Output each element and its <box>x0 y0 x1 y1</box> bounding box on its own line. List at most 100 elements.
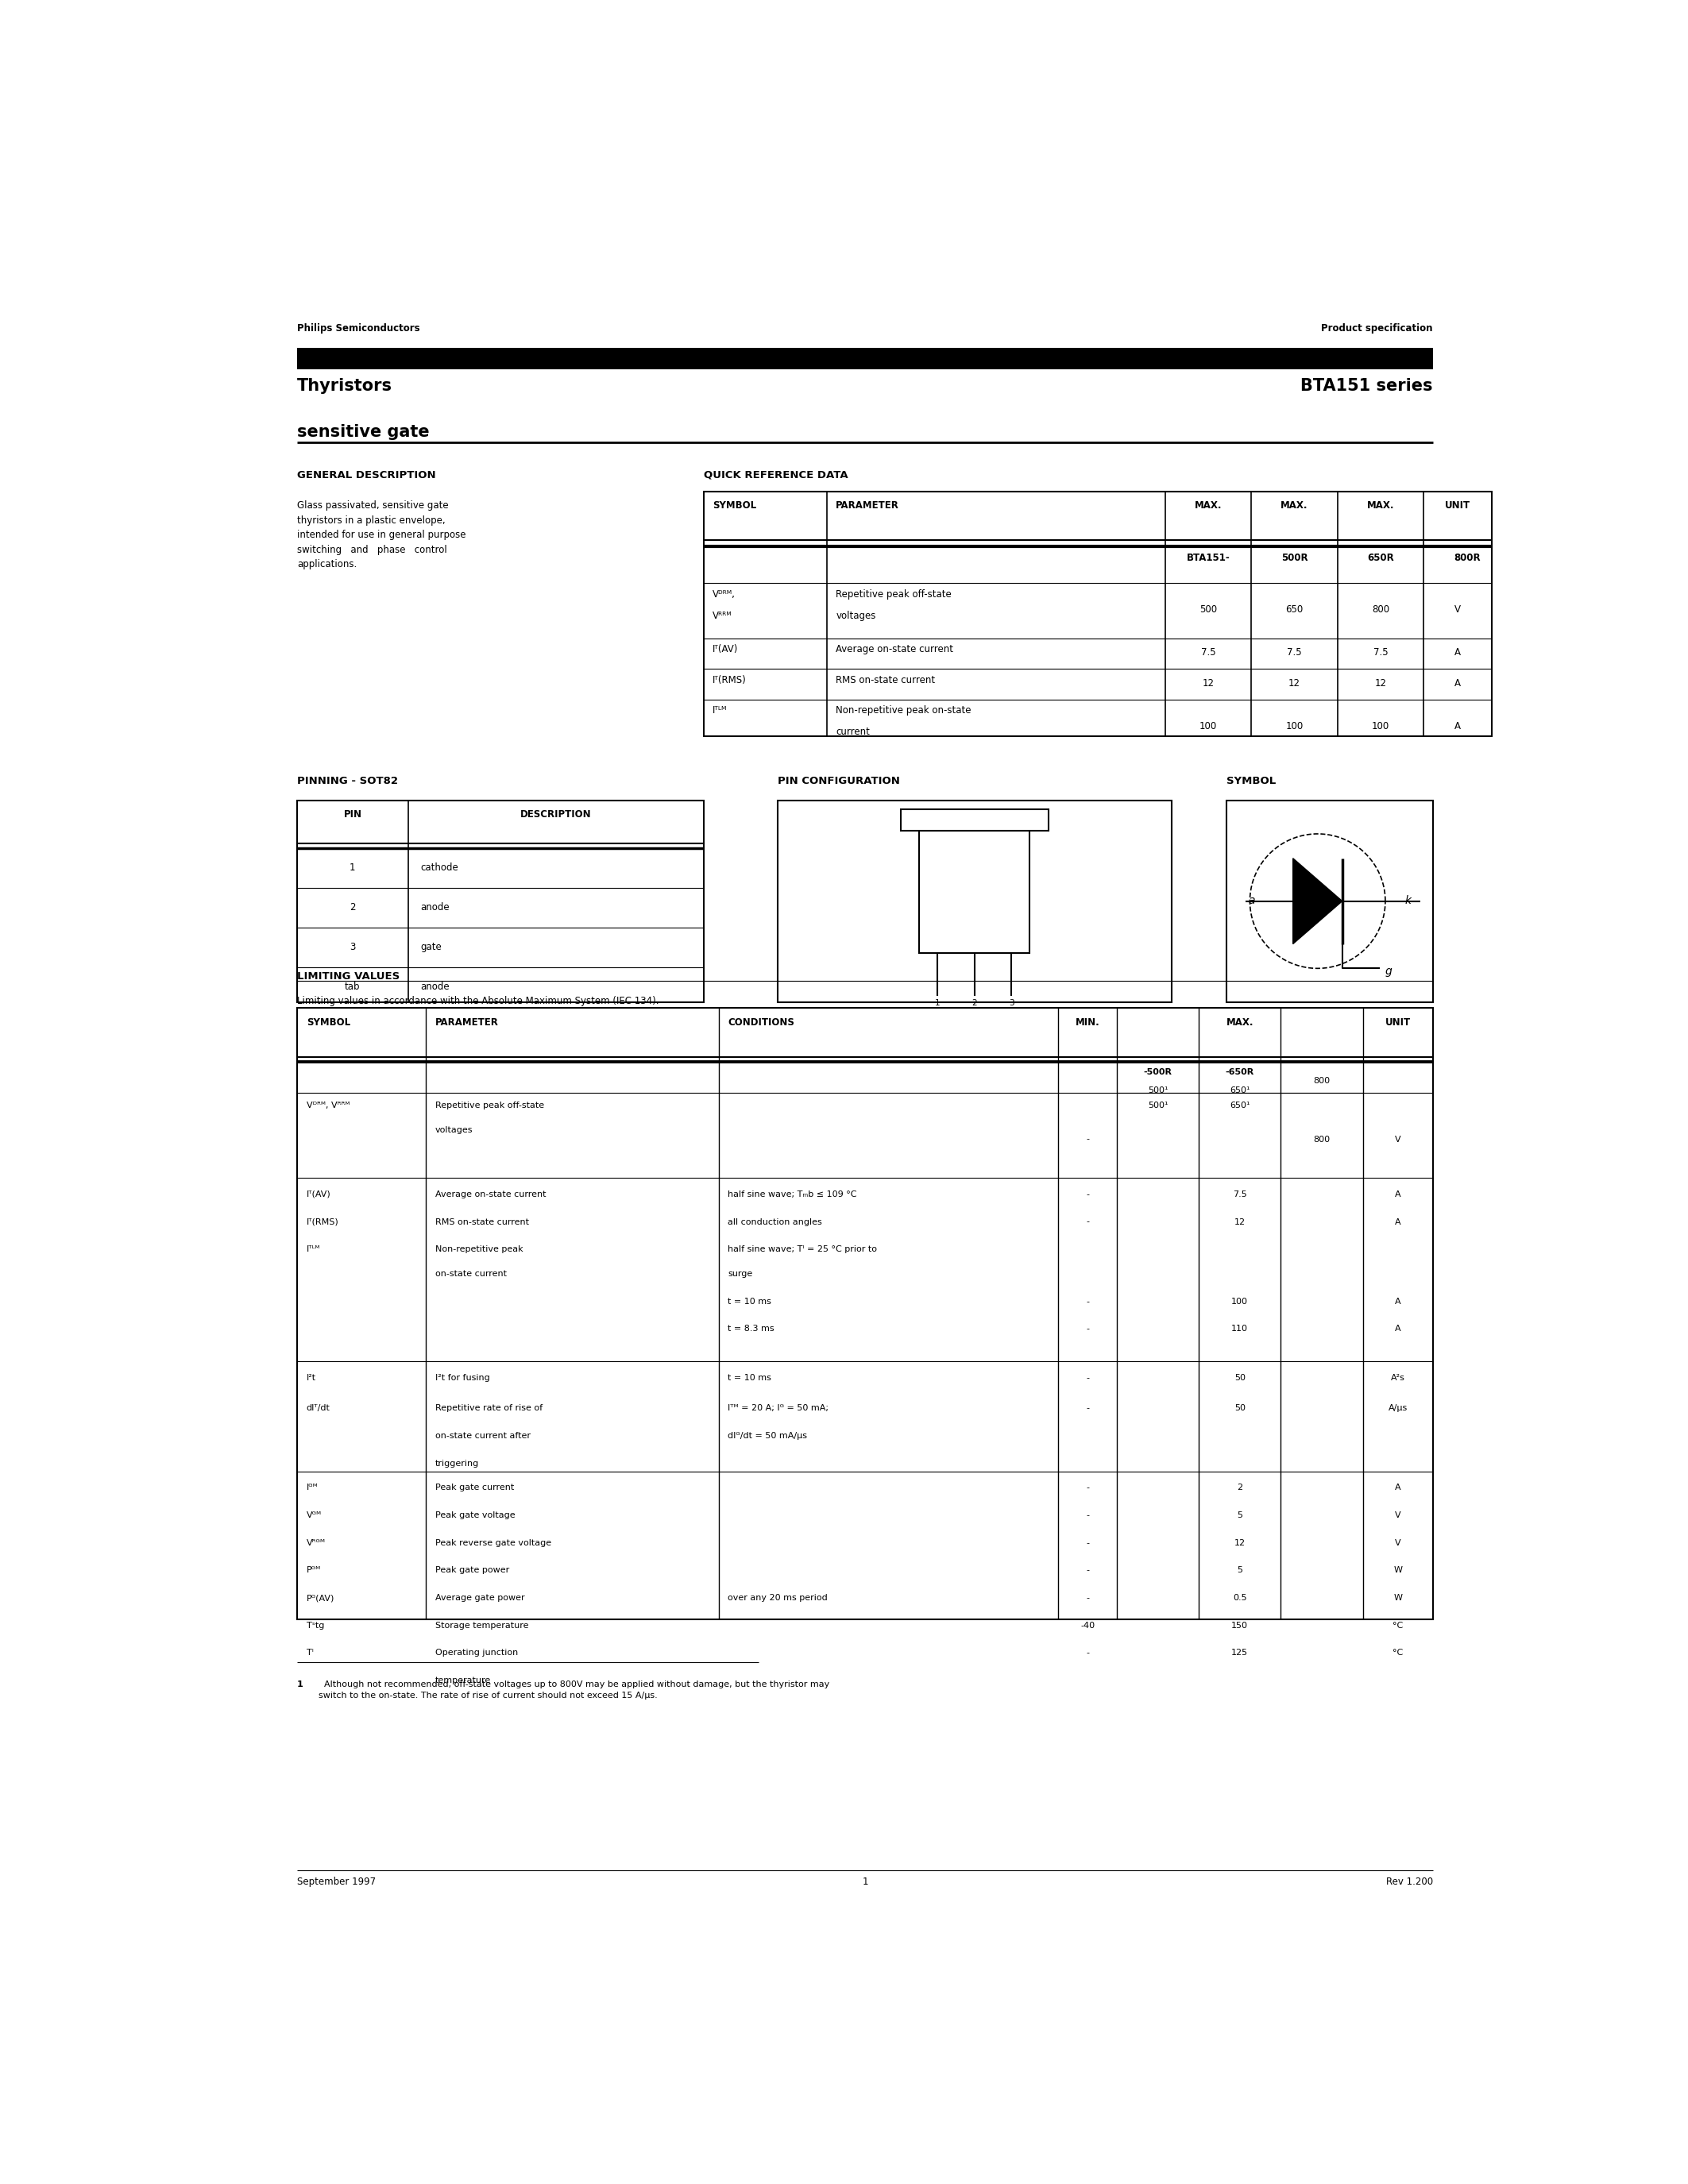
Text: Peak gate voltage: Peak gate voltage <box>436 1511 515 1520</box>
Text: Iᵀ(RMS): Iᵀ(RMS) <box>307 1219 339 1225</box>
Text: °C: °C <box>1393 1621 1403 1629</box>
Text: -: - <box>1085 1566 1089 1575</box>
Text: -: - <box>1085 1540 1089 1546</box>
Text: 800: 800 <box>1313 1136 1330 1142</box>
Text: Pᴳᴹ: Pᴳᴹ <box>307 1566 321 1575</box>
Text: 2: 2 <box>1237 1483 1242 1492</box>
Text: 500¹: 500¹ <box>1148 1085 1168 1094</box>
Text: Operating junction: Operating junction <box>436 1649 518 1658</box>
Text: Peak gate current: Peak gate current <box>436 1483 515 1492</box>
Text: PARAMETER: PARAMETER <box>836 500 900 511</box>
Text: -: - <box>1085 1136 1089 1142</box>
Text: Repetitive peak off-state: Repetitive peak off-state <box>436 1101 544 1109</box>
Text: MAX.: MAX. <box>1367 500 1394 511</box>
Text: -: - <box>1085 1219 1089 1225</box>
Text: Limiting values in accordance with the Absolute Maximum System (IEC 134).: Limiting values in accordance with the A… <box>297 996 658 1007</box>
Text: MIN.: MIN. <box>1075 1018 1101 1029</box>
Text: -500R: -500R <box>1143 1068 1171 1077</box>
Text: dIᵀ/dt: dIᵀ/dt <box>307 1404 331 1413</box>
Text: Vᴳᴹ: Vᴳᴹ <box>307 1511 322 1520</box>
Text: UNIT: UNIT <box>1386 1018 1411 1029</box>
Text: Pᴳ(AV): Pᴳ(AV) <box>307 1594 334 1601</box>
Text: BTA151-: BTA151- <box>1187 553 1231 563</box>
Text: 12: 12 <box>1234 1219 1246 1225</box>
Text: -: - <box>1085 1594 1089 1601</box>
Text: RMS on-state current: RMS on-state current <box>436 1219 528 1225</box>
Text: Rev 1.200: Rev 1.200 <box>1386 1876 1433 1887</box>
Text: A²s: A²s <box>1391 1374 1404 1382</box>
Text: Iᵀᴸᴹ: Iᵀᴸᴹ <box>712 705 728 716</box>
Text: 100: 100 <box>1200 721 1217 732</box>
Text: Philips Semiconductors: Philips Semiconductors <box>297 323 420 334</box>
Text: t = 8.3 ms: t = 8.3 ms <box>728 1326 775 1332</box>
Text: 650¹: 650¹ <box>1229 1101 1249 1109</box>
Text: gate: gate <box>420 941 442 952</box>
Text: Average on-state current: Average on-state current <box>436 1190 545 1199</box>
Text: voltages: voltages <box>836 612 876 620</box>
Text: Iᵀ(AV): Iᵀ(AV) <box>307 1190 331 1199</box>
Text: GENERAL DESCRIPTION: GENERAL DESCRIPTION <box>297 470 436 480</box>
Text: 2: 2 <box>972 998 977 1007</box>
Text: current: current <box>836 727 869 738</box>
Text: 1: 1 <box>863 1876 868 1887</box>
Text: over any 20 ms period: over any 20 ms period <box>728 1594 827 1601</box>
Text: t = 10 ms: t = 10 ms <box>728 1297 771 1306</box>
Text: Vᴰᴿᴹ,: Vᴰᴿᴹ, <box>712 590 736 601</box>
Text: 12: 12 <box>1374 677 1386 688</box>
Text: Peak reverse gate voltage: Peak reverse gate voltage <box>436 1540 552 1546</box>
Text: SYMBOL: SYMBOL <box>712 500 756 511</box>
Text: surge: surge <box>728 1269 753 1278</box>
Bar <box>918 830 1030 952</box>
Text: 1: 1 <box>297 1682 304 1688</box>
Text: A: A <box>1394 1297 1401 1306</box>
Text: W: W <box>1394 1594 1403 1601</box>
Text: Iᵀ(RMS): Iᵀ(RMS) <box>712 675 746 686</box>
Text: triggering: triggering <box>436 1459 479 1468</box>
Text: 650R: 650R <box>1367 553 1394 563</box>
Text: g: g <box>1386 965 1393 976</box>
Text: -: - <box>1085 1374 1089 1382</box>
Text: September 1997: September 1997 <box>297 1876 376 1887</box>
Text: t = 10 ms: t = 10 ms <box>728 1374 771 1382</box>
Text: Iᵀᴹ = 20 A; Iᴳ = 50 mA;: Iᵀᴹ = 20 A; Iᴳ = 50 mA; <box>728 1404 829 1413</box>
Text: 125: 125 <box>1232 1649 1247 1658</box>
Text: Iᴳᴹ: Iᴳᴹ <box>307 1483 317 1492</box>
Text: 50: 50 <box>1234 1404 1246 1413</box>
Text: PIN CONFIGURATION: PIN CONFIGURATION <box>778 775 900 786</box>
Text: anode: anode <box>420 902 449 913</box>
Text: Peak gate power: Peak gate power <box>436 1566 510 1575</box>
Text: on-state current: on-state current <box>436 1269 506 1278</box>
Text: a: a <box>1249 895 1256 906</box>
Text: PINNING - SOT82: PINNING - SOT82 <box>297 775 398 786</box>
Text: PARAMETER: PARAMETER <box>436 1018 498 1029</box>
Text: BTA151 series: BTA151 series <box>1301 378 1433 393</box>
Text: Although not recommended, off-state voltages up to 800V may be applied without d: Although not recommended, off-state volt… <box>319 1682 830 1699</box>
Text: 12: 12 <box>1288 677 1300 688</box>
Text: Glass passivated, sensitive gate
thyristors in a plastic envelope,
intended for : Glass passivated, sensitive gate thyrist… <box>297 500 466 570</box>
Text: MAX.: MAX. <box>1281 500 1308 511</box>
Bar <box>297 347 1433 369</box>
Text: 7.5: 7.5 <box>1232 1190 1247 1199</box>
Text: 800R: 800R <box>1453 553 1480 563</box>
Text: Average gate power: Average gate power <box>436 1594 525 1601</box>
Text: 3: 3 <box>349 941 356 952</box>
Text: UNIT: UNIT <box>1445 500 1470 511</box>
Text: LIMITING VALUES: LIMITING VALUES <box>297 972 400 983</box>
Text: -: - <box>1085 1297 1089 1306</box>
Text: voltages: voltages <box>436 1127 473 1133</box>
Text: W: W <box>1394 1566 1403 1575</box>
Text: A: A <box>1394 1219 1401 1225</box>
Text: half sine wave; Tₘb ≤ 109 °C: half sine wave; Tₘb ≤ 109 °C <box>728 1190 858 1199</box>
Text: Tᴵ: Tᴵ <box>307 1649 314 1658</box>
Text: 50: 50 <box>1234 1374 1246 1382</box>
Text: 150: 150 <box>1232 1621 1247 1629</box>
Text: 650¹: 650¹ <box>1229 1085 1249 1094</box>
Text: tab: tab <box>344 983 360 992</box>
Text: A: A <box>1394 1483 1401 1492</box>
Text: Non-repetitive peak: Non-repetitive peak <box>436 1245 523 1254</box>
Bar <box>1227 799 1433 1002</box>
Text: Vᴿᴳᴹ: Vᴿᴳᴹ <box>307 1540 326 1546</box>
Text: temperature: temperature <box>436 1677 491 1684</box>
Bar <box>297 799 704 1002</box>
Text: MAX.: MAX. <box>1225 1018 1254 1029</box>
